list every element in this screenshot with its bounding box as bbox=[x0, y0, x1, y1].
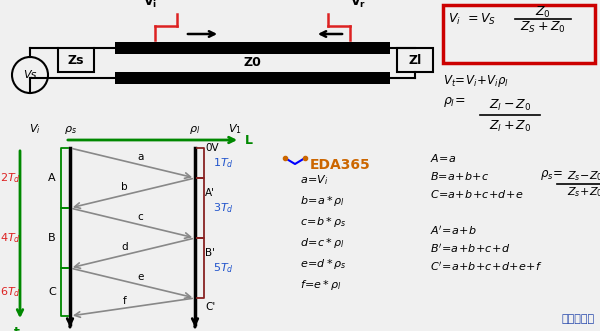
Text: $\mathbf{V_i}$: $\mathbf{V_i}$ bbox=[143, 0, 157, 10]
Text: Vs: Vs bbox=[23, 70, 37, 80]
Text: $Z_l - Z_0$: $Z_l - Z_0$ bbox=[489, 97, 531, 113]
Text: $f\!=\!e*\rho_l$: $f\!=\!e*\rho_l$ bbox=[300, 278, 342, 292]
Text: $\rho_l\!=\!$: $\rho_l\!=\!$ bbox=[443, 95, 466, 109]
Text: 信号完整性: 信号完整性 bbox=[562, 314, 595, 324]
Text: Zs: Zs bbox=[68, 54, 84, 67]
Text: $e\!=\!d*\rho_s$: $e\!=\!d*\rho_s$ bbox=[300, 257, 347, 271]
Text: $V_i$: $V_i$ bbox=[448, 12, 461, 26]
Text: $5T_d$: $5T_d$ bbox=[213, 261, 234, 275]
Text: $\mathbf{V_r}$: $\mathbf{V_r}$ bbox=[350, 0, 366, 10]
Text: $6T_d$: $6T_d$ bbox=[0, 285, 20, 299]
Text: $c\!=\!b*\rho_s$: $c\!=\!b*\rho_s$ bbox=[300, 215, 346, 229]
Text: $d\!=\!c*\rho_l$: $d\!=\!c*\rho_l$ bbox=[300, 236, 344, 250]
Text: A': A' bbox=[205, 188, 215, 198]
Text: t: t bbox=[14, 326, 20, 331]
Bar bbox=[443, 5, 595, 63]
Text: C: C bbox=[48, 287, 56, 297]
Text: $a\!=\!V_i$: $a\!=\!V_i$ bbox=[300, 173, 329, 187]
Text: $B\!=\!a\!+\!b\!+\!c$: $B\!=\!a\!+\!b\!+\!c$ bbox=[430, 170, 490, 182]
Text: C': C' bbox=[205, 302, 215, 312]
Bar bbox=[115, 42, 390, 54]
Text: $3T_d$: $3T_d$ bbox=[213, 201, 234, 215]
Text: a: a bbox=[137, 152, 143, 162]
Text: $Z_0$: $Z_0$ bbox=[535, 4, 551, 20]
Text: EDA365: EDA365 bbox=[310, 158, 371, 172]
Text: $2T_d$: $2T_d$ bbox=[0, 171, 20, 185]
Bar bbox=[58, 48, 94, 72]
Text: Zl: Zl bbox=[409, 54, 422, 67]
Text: b: b bbox=[121, 182, 128, 192]
Text: d: d bbox=[121, 242, 128, 252]
Text: $\rho_s$: $\rho_s$ bbox=[64, 124, 76, 136]
Text: B': B' bbox=[205, 248, 215, 258]
Text: $C'\!=\!a\!+\!b\!+\!c\!+\!d\!+\!e\!+\!f$: $C'\!=\!a\!+\!b\!+\!c\!+\!d\!+\!e\!+\!f$ bbox=[430, 260, 542, 273]
Text: $\rho_s\!=\!$: $\rho_s\!=\!$ bbox=[540, 168, 563, 182]
Text: e: e bbox=[137, 272, 143, 282]
Text: $1T_d$: $1T_d$ bbox=[213, 156, 234, 170]
Text: c: c bbox=[137, 212, 143, 222]
Text: $C\!=\!a\!+\!b\!+\!c\!+\!d\!+\!e$: $C\!=\!a\!+\!b\!+\!c\!+\!d\!+\!e$ bbox=[430, 188, 523, 200]
Text: $B'\!=\!a\!+\!b\!+\!c\!+\!d$: $B'\!=\!a\!+\!b\!+\!c\!+\!d$ bbox=[430, 242, 510, 255]
Text: 0V: 0V bbox=[205, 143, 218, 153]
Text: $b\!=\!a*\rho_l$: $b\!=\!a*\rho_l$ bbox=[300, 194, 345, 208]
Text: $A\!=\!a$: $A\!=\!a$ bbox=[430, 152, 457, 164]
Text: $\rho_l$: $\rho_l$ bbox=[190, 124, 200, 136]
Bar bbox=[397, 48, 433, 72]
Text: $Z_S+Z_0$: $Z_S+Z_0$ bbox=[520, 20, 566, 34]
Text: B: B bbox=[48, 233, 56, 243]
Text: L: L bbox=[245, 133, 253, 147]
Text: $A'\!=\!a\!+\!b$: $A'\!=\!a\!+\!b$ bbox=[430, 224, 477, 237]
Text: f: f bbox=[122, 296, 127, 306]
Text: $Z_l + Z_0$: $Z_l + Z_0$ bbox=[489, 118, 531, 133]
Text: $V_1$: $V_1$ bbox=[228, 122, 242, 136]
Text: $=V_S$: $=V_S$ bbox=[465, 12, 496, 26]
Text: $4T_d$: $4T_d$ bbox=[0, 231, 20, 245]
Circle shape bbox=[12, 57, 48, 93]
Text: $Z_s\!+\!Z_0$: $Z_s\!+\!Z_0$ bbox=[567, 185, 600, 199]
Text: $V_t\!=\!V_i\!+\!V_i\rho_l$: $V_t\!=\!V_i\!+\!V_i\rho_l$ bbox=[443, 73, 509, 89]
Text: $Z_s\!-\!Z_0$: $Z_s\!-\!Z_0$ bbox=[567, 169, 600, 183]
Text: A: A bbox=[48, 173, 56, 183]
Text: $V_i$: $V_i$ bbox=[29, 122, 41, 136]
Bar bbox=[115, 72, 390, 84]
Text: Z0: Z0 bbox=[243, 56, 261, 69]
